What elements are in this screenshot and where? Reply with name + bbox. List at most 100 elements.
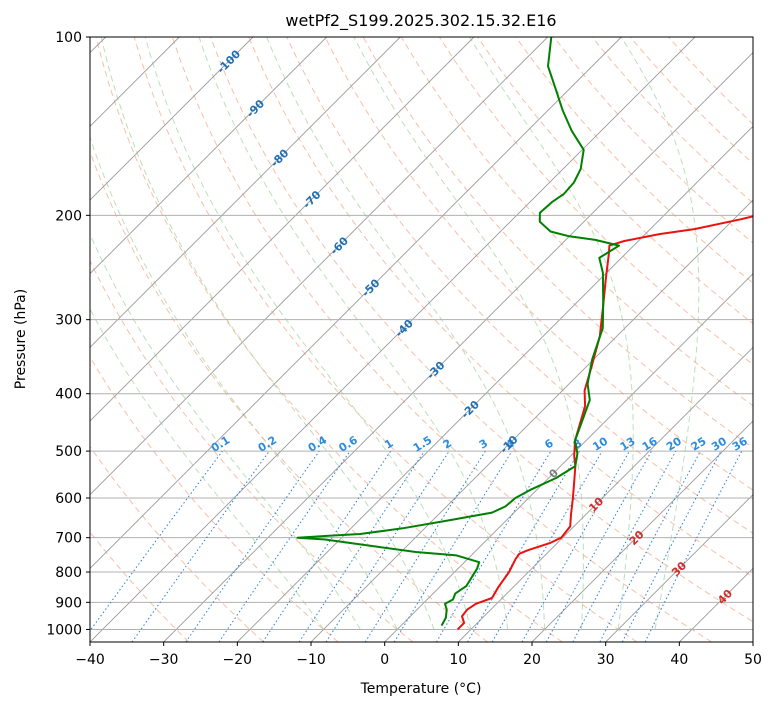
isotherm-label: -80 <box>268 146 291 169</box>
x-tick-label: 40 <box>670 652 688 668</box>
moist-adiabat <box>620 37 700 630</box>
isotherm-line <box>679 567 753 642</box>
mixing-ratio-line <box>90 450 223 632</box>
mixing-ratio-line <box>521 450 630 642</box>
isotherm-label: -50 <box>359 276 382 299</box>
mixing-ratio-line <box>262 450 392 642</box>
moist-adiabat <box>469 37 634 630</box>
y-tick-label: 300 <box>55 313 82 329</box>
chart-title: wetPf2_S199.2025.302.15.32.E16 <box>285 11 556 31</box>
mixing-ratio-label: 2 <box>441 437 454 452</box>
y-tick-label: 500 <box>55 444 82 460</box>
isotherm-label: 40 <box>715 587 735 607</box>
dry-adiabat <box>133 37 638 642</box>
y-tick-label: 100 <box>55 30 82 46</box>
y-tick-label: 700 <box>55 531 82 547</box>
y-axis-title: Pressure (hPa) <box>13 289 29 389</box>
dry-adiabat <box>210 37 753 623</box>
mixing-ratio-lines <box>90 450 743 642</box>
x-axis-ticks: −40 −30 −20 −10 0 10 20 30 40 50 <box>75 642 762 668</box>
moist-adiabat <box>353 37 584 630</box>
y-tick-label: 200 <box>55 208 82 224</box>
x-tick-label: 50 <box>744 652 762 668</box>
series-lines <box>296 37 753 631</box>
isotherm-line <box>90 37 475 422</box>
mixing-ratio-label: 3 <box>477 437 490 452</box>
isotherm-label: -70 <box>300 188 323 211</box>
isotherm-line <box>90 37 254 201</box>
isotherm-label: 20 <box>627 528 647 548</box>
temperature-profile <box>456 215 753 631</box>
x-tick-label: −40 <box>75 652 105 668</box>
dry-adiabat <box>515 37 753 284</box>
isotherm-line <box>90 37 696 642</box>
mixing-ratio-line <box>393 450 513 642</box>
mixing-ratio-line <box>644 450 743 642</box>
moist-adiabats <box>90 37 700 630</box>
y-tick-label: 1000 <box>46 622 82 638</box>
dewpoint-profile <box>296 37 620 627</box>
dry-adiabat <box>90 259 414 642</box>
isotherm-line <box>384 273 753 642</box>
isotherm-line <box>90 37 327 275</box>
moist-adiabat <box>100 37 435 630</box>
moist-adiabat <box>90 232 361 630</box>
moist-adiabat <box>198 37 509 630</box>
x-tick-label: −30 <box>149 652 179 668</box>
mixing-ratio-line <box>131 450 270 642</box>
y-tick-label: 400 <box>55 387 82 403</box>
isotherm-line <box>90 37 401 348</box>
isotherm-label: -10 <box>497 433 520 456</box>
dry-adiabat <box>90 356 339 642</box>
isotherm-line <box>90 37 622 569</box>
plot-area: 0.1 0.2 0.4 0.6 1 1.5 2 3 4 6 8 10 13 16 20 25 30 36 -100… <box>90 37 753 642</box>
plot-frame <box>89 36 754 643</box>
mixing-ratio-line <box>435 450 552 642</box>
x-axis-title: Temperature (°C) <box>360 681 482 697</box>
dry-adiabat <box>553 37 753 244</box>
mixing-ratio-label: 6 <box>542 436 556 451</box>
dry-adiabat <box>90 150 488 642</box>
isotherm-lines <box>90 37 753 642</box>
isotherm-line <box>237 125 753 642</box>
x-tick-label: 0 <box>380 652 389 668</box>
dry-adiabat <box>591 37 753 204</box>
mixing-ratio-line <box>572 450 677 642</box>
mixing-ratio-line <box>185 450 320 642</box>
dry-adiabat <box>171 37 712 642</box>
isotherm-label: -30 <box>424 359 447 382</box>
isotherm-line <box>752 641 753 642</box>
dry-adiabat <box>324 37 753 491</box>
mixing-ratio-line <box>298 450 425 642</box>
mixing-ratio-line <box>545 450 653 642</box>
isotherm-line <box>163 52 753 642</box>
isotherm-line <box>531 420 753 642</box>
y-tick-label: 900 <box>55 595 82 611</box>
moist-adiabat <box>90 135 398 630</box>
isotherm-line <box>90 37 548 496</box>
pressure-gridlines <box>90 37 753 630</box>
x-tick-label: −20 <box>223 652 253 668</box>
isotherm-line <box>605 494 753 642</box>
moist-adiabat <box>90 308 324 630</box>
isotherm-label: -60 <box>328 234 351 257</box>
y-tick-label: 800 <box>55 565 82 581</box>
moist-adiabat <box>266 37 546 630</box>
moist-adiabat <box>144 37 472 630</box>
isotherm-line <box>458 346 753 642</box>
isotherm-line <box>310 199 753 642</box>
y-axis-ticks: 100 200 300 400 500 600 700 800 900 1000 <box>46 30 90 638</box>
dry-adiabat <box>90 445 264 642</box>
dry-adiabat <box>286 37 753 534</box>
isotherm-label: -100 <box>215 47 244 76</box>
dry-adiabat <box>668 37 753 125</box>
isotherm-label: -90 <box>244 97 267 120</box>
x-tick-label: −10 <box>296 652 326 668</box>
mixing-ratio-line <box>325 450 450 642</box>
dry-adiabats <box>90 37 753 642</box>
y-tick-label: 600 <box>55 491 82 507</box>
isotherm-label: 30 <box>669 559 689 579</box>
mixing-ratio-line <box>599 450 701 642</box>
